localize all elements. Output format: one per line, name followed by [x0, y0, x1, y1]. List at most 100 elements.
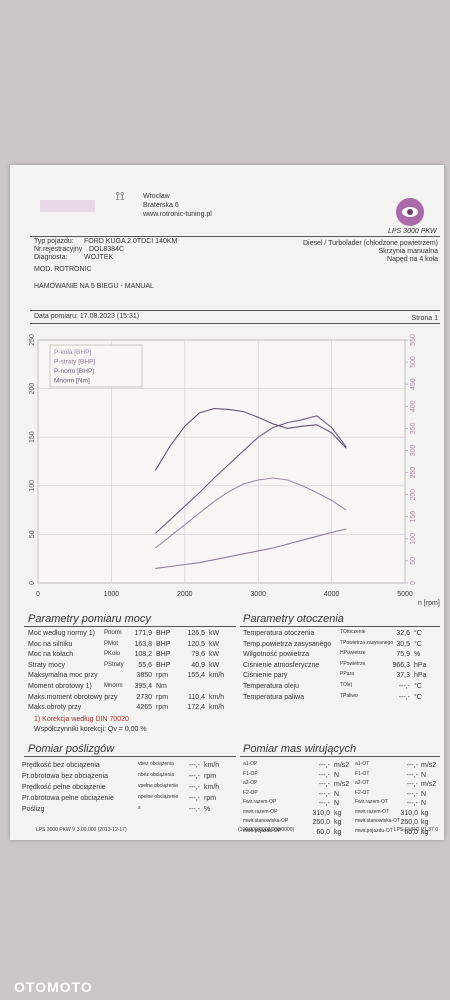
- cell-unit: N: [334, 790, 340, 798]
- cell-symbol: a1-OP: [243, 761, 258, 767]
- cell-unit: km/h: [204, 762, 220, 769]
- x-tick-label: 2000: [177, 591, 193, 598]
- cell-symbol: F1-OP: [243, 770, 258, 777]
- divider: [24, 626, 236, 627]
- y2-tick-label: 0: [410, 581, 417, 585]
- series-line: [155, 477, 347, 549]
- cell-value2: 40,9: [191, 661, 205, 669]
- y-tick-label: 100: [29, 480, 36, 492]
- cell-symbol: PKoło: [104, 651, 121, 658]
- cell-unit: rpm: [156, 672, 169, 680]
- cell-symbol: mwir.stanowiska-OP: [243, 818, 289, 824]
- cell-value: 3850: [136, 672, 152, 680]
- cell-symbol: Fwir.razem-OP: [243, 799, 277, 805]
- cell-value2: 120,5: [187, 640, 205, 648]
- cell-value: ---,-: [406, 800, 418, 807]
- divider: [30, 310, 440, 311]
- cell-unit2: km/h: [209, 704, 225, 712]
- website: www.rotronic-tuning.pl: [143, 211, 212, 218]
- cell-symbol: mwir.pojazdu-OP: [243, 827, 282, 834]
- engine: Diesel / Turbolader (chłodzone powietrze…: [302, 240, 438, 247]
- cell-value: 37,3: [396, 672, 410, 680]
- footer: (100/000/0000/000/0000): [238, 827, 295, 833]
- y2-tick-label: 450: [410, 378, 417, 390]
- svg-text:⟟⟟: ⟟⟟: [116, 189, 125, 203]
- cell-unit: hPa: [414, 672, 427, 680]
- y-tick-label: 250: [29, 334, 36, 346]
- cell-label: Temperatura oleju: [243, 683, 300, 690]
- cell-value: 4265: [136, 704, 152, 712]
- cell-value: ---,-: [188, 762, 200, 769]
- value: FORD KUGA 2.0TDCI 140KM: [84, 238, 178, 245]
- cell-label: Maks.obroty przy: [28, 704, 82, 712]
- y-tick-label: 0: [29, 581, 36, 585]
- label: Typ pojazdu:: [34, 238, 74, 245]
- cell-unit: kg: [421, 819, 429, 826]
- cell-unit: rpm: [156, 693, 169, 701]
- divider: [240, 756, 440, 757]
- cell-symbol: Mnorm: [104, 683, 123, 689]
- cell-label: Temperatura otoczenia: [243, 630, 315, 637]
- cell-symbol: F2-OP: [243, 789, 258, 796]
- x-tick-label: 1000: [104, 591, 120, 598]
- legend-entry: Mnorm [Nm]: [54, 378, 90, 385]
- cell-symbol: nbez obciążenia: [138, 772, 175, 778]
- cell-value: 250,0: [312, 819, 330, 826]
- cell-unit2: kW: [209, 651, 220, 659]
- y2-tick-label: 150: [410, 511, 417, 523]
- test: HAMOWANIE NA 5 BIEGU - MANUAL: [34, 283, 154, 290]
- cell-value: 171,9: [134, 630, 152, 637]
- cell-value: 108,2: [134, 651, 152, 659]
- cell-unit: Nm: [156, 683, 167, 690]
- cell-value: ---,-: [398, 693, 410, 701]
- cell-unit: BHP: [156, 630, 171, 637]
- watermark: OTOMOTO: [14, 979, 93, 995]
- cell-value: 395,4: [134, 683, 152, 690]
- series-line: [154, 407, 347, 471]
- cell-unit: %: [204, 806, 211, 813]
- cell-unit: hPa: [414, 661, 427, 669]
- cell-unit: °C: [414, 693, 422, 701]
- cell-unit: °C: [414, 640, 422, 648]
- cell-unit: rpm: [204, 795, 217, 802]
- y2-tick-label: 500: [410, 356, 417, 368]
- cell-value: 60,0: [404, 828, 418, 836]
- cell-symbol: PPara: [340, 671, 354, 678]
- cell-symbol: a1-OT: [355, 761, 370, 767]
- cell-unit: kg: [421, 828, 429, 836]
- cell-unit: N: [334, 800, 340, 807]
- cell-symbol: TOtoczenie: [340, 629, 366, 635]
- cell-unit: m/s2: [334, 762, 350, 769]
- cell-unit: BHP: [156, 651, 171, 659]
- cell-unit: m/s2: [334, 781, 350, 788]
- cell-label: Maksymalna moc przy: [28, 672, 98, 680]
- cell-value: 310,0: [312, 809, 330, 817]
- cell-symbol: TPaliwo: [340, 692, 358, 699]
- y2-tick-label: 100: [410, 533, 417, 545]
- cell-label: Moc na silniku: [28, 640, 73, 648]
- cell-value: ---,-: [318, 771, 330, 779]
- cell-unit: °C: [414, 630, 422, 637]
- cell-unit2: kW: [209, 640, 220, 648]
- cell-unit: rpm: [156, 704, 169, 712]
- cell-unit: °C: [414, 683, 422, 690]
- cell-value: ---,-: [406, 762, 418, 769]
- legend-entry: P-norm [BHP]: [54, 368, 94, 375]
- cell-label: Maks.moment obrotowy przy: [28, 693, 118, 701]
- cell-label: Temp.powietrza zasysanego: [243, 640, 332, 648]
- section-title: Pomiar poślizgów: [28, 743, 115, 755]
- brand: LPS 3000 PKW: [388, 228, 437, 235]
- cell-label: Straty mocy: [28, 661, 65, 669]
- cell-label: Prędkość bez obciążenia: [22, 762, 100, 769]
- y2-tick-label: 300: [410, 445, 417, 457]
- y-tick-label: 200: [29, 383, 36, 395]
- cell-label: Pr.obrotowa pełne obciążenie: [22, 795, 114, 802]
- gearbox: Skrzynia manualna: [378, 248, 438, 255]
- cell-value2: 126,5: [187, 630, 205, 637]
- cell-symbol: PPowietrze: [340, 660, 366, 667]
- cell-symbol: Fwir.razem-OT: [355, 799, 389, 805]
- legend-box: [49, 344, 143, 388]
- cell-unit: BHP: [156, 640, 171, 648]
- cell-unit: km/h: [204, 784, 220, 791]
- divider: [30, 236, 440, 237]
